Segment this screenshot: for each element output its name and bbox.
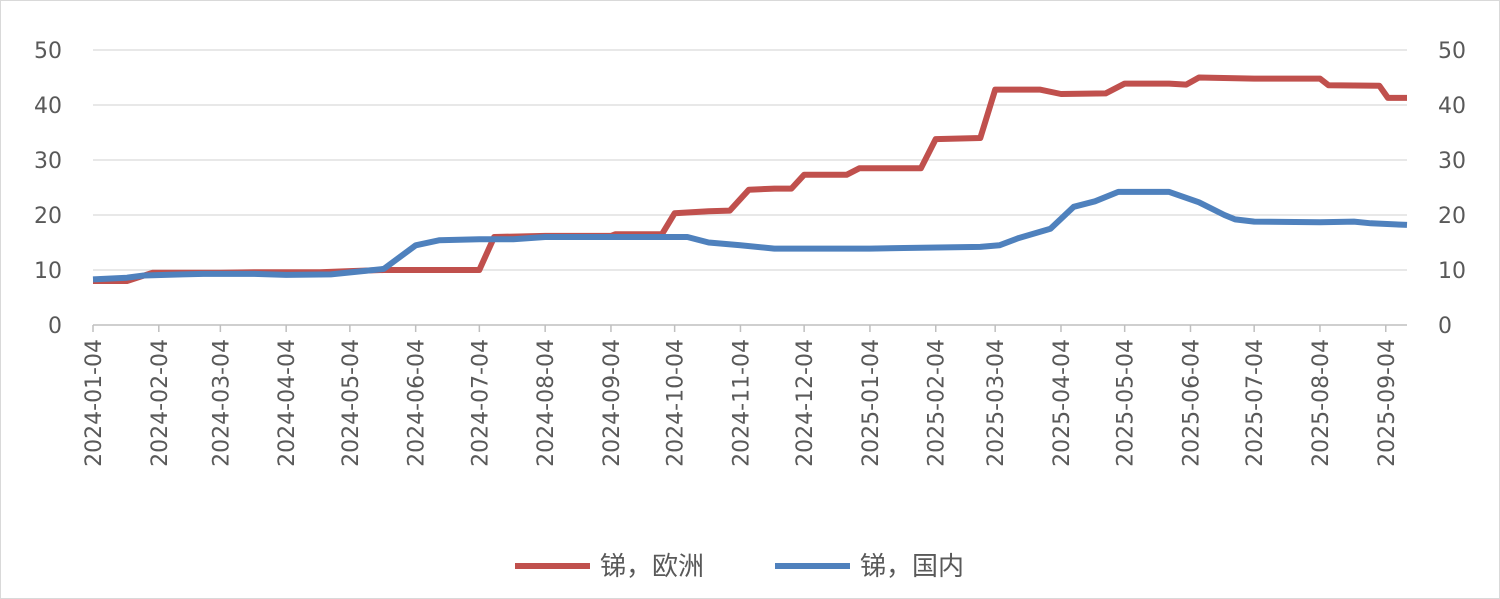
x-tick-label: 2024-05-04 [339,339,364,467]
x-tick-label: 2025-07-04 [1243,339,1268,467]
x-tick-label: 2024-07-04 [468,339,493,467]
series-lines [92,74,1408,284]
y-tick-label-right: 10 [1438,259,1466,284]
x-tick-label: 2024-03-04 [209,339,234,467]
x-tick-label: 2025-06-04 [1179,339,1204,467]
y-tick-label-right: 0 [1438,314,1452,339]
legend-label: 锑，欧洲 [600,552,704,582]
x-tick-label: 2024-11-04 [729,339,754,467]
x-tick-label: 2024-02-04 [148,339,173,467]
x-tick-label: 2025-01-04 [859,339,884,467]
x-tick-label: 2024-10-04 [664,339,689,467]
y-axis-right-ticks: 0 10 20 30 40 50 [1438,39,1466,339]
y-tick-label-right: 20 [1438,204,1466,229]
y-tick-label-left: 20 [34,204,62,229]
series-line-domestic [92,188,1408,283]
x-tick-label: 2025-04-04 [1050,339,1075,467]
x-tick-label: 2024-08-04 [534,339,559,467]
x-tick-label: 2024-09-04 [600,339,625,467]
y-tick-label-right: 30 [1438,149,1466,174]
y-tick-label-left: 10 [34,259,62,284]
x-tick-label: 2025-05-04 [1114,339,1139,467]
x-axis-ticks: 2024-01-04 2024-02-04 2024-03-04 2024-04-04… [82,325,1400,467]
legend: 锑，欧洲 锑，国内 [515,552,964,582]
y-tick-label-left: 0 [48,314,62,339]
y-tick-label-left: 50 [34,39,62,64]
x-tick-label: 2024-01-04 [82,339,107,467]
x-tick-label: 2024-04-04 [275,339,300,467]
y-tick-label-right: 40 [1438,94,1466,119]
x-tick-label: 2025-08-04 [1309,339,1334,467]
x-tick-label: 2025-02-04 [925,339,950,467]
x-tick-label: 2025-03-04 [984,339,1009,467]
y-tick-label-right: 50 [1438,39,1466,64]
legend-label: 锑，国内 [860,552,964,582]
x-tick-label: 2024-06-04 [405,339,430,467]
gridlines [93,49,1407,271]
x-tick-label: 2024-12-04 [793,339,818,467]
x-tick-label: 2025-09-04 [1375,339,1400,467]
y-tick-label-left: 30 [34,149,62,174]
series-line-europe [93,74,1407,284]
y-axis-left-ticks: 0 10 20 30 40 50 [34,39,62,339]
y-tick-label-left: 40 [34,94,62,119]
